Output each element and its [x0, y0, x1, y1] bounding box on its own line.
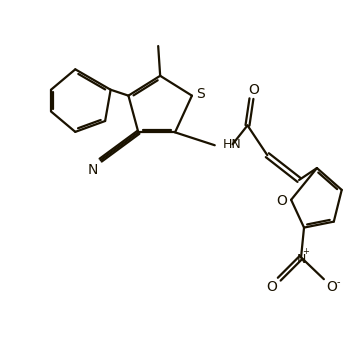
Text: O: O: [327, 280, 337, 294]
Text: S: S: [197, 87, 205, 101]
Text: +: +: [302, 247, 309, 256]
Text: O: O: [276, 194, 286, 208]
Text: N: N: [87, 163, 98, 177]
Text: N: N: [296, 253, 306, 266]
Text: O: O: [248, 83, 259, 97]
Text: O: O: [266, 280, 277, 294]
Text: HN: HN: [223, 138, 241, 151]
Text: -: -: [337, 277, 340, 287]
